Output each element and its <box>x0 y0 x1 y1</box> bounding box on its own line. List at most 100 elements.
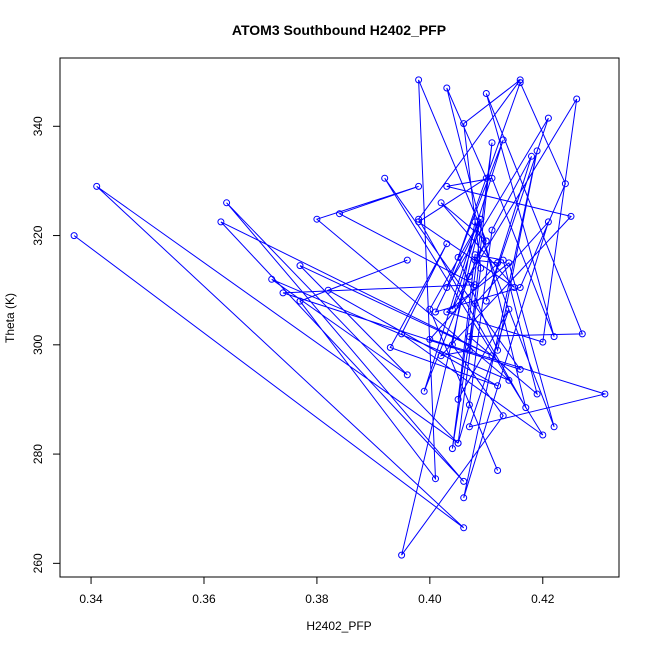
data-point <box>415 182 423 190</box>
x-tick-label: 0.36 <box>192 592 216 606</box>
data-point <box>296 262 304 270</box>
data-point <box>403 256 411 264</box>
data-point <box>465 346 473 354</box>
data-point <box>488 139 496 147</box>
data-point <box>471 300 479 308</box>
data-point <box>477 215 485 223</box>
data-point <box>488 352 496 360</box>
data-point <box>381 174 389 182</box>
y-axis: 260 280 300 320 340 <box>31 116 61 573</box>
data-point <box>578 330 586 338</box>
data-point <box>516 79 524 87</box>
data-point <box>415 76 423 84</box>
data-point <box>465 423 473 431</box>
data-point <box>533 390 541 398</box>
data-point <box>567 212 575 220</box>
data-point <box>544 114 552 122</box>
data-point <box>499 412 507 420</box>
data-point <box>465 333 473 341</box>
data-point <box>533 147 541 155</box>
data-point <box>437 352 445 360</box>
data-point <box>539 338 547 346</box>
data-point <box>296 297 304 305</box>
y-tick-label: 320 <box>31 225 45 245</box>
x-tick-label: 0.42 <box>531 592 555 606</box>
data-point <box>550 333 558 341</box>
data-point <box>544 218 552 226</box>
data-point <box>403 371 411 379</box>
data-point <box>522 404 530 412</box>
data-point <box>460 120 468 128</box>
data-point <box>279 289 287 297</box>
x-tick-label: 0.38 <box>305 592 329 606</box>
data-point <box>482 297 490 305</box>
data-point <box>398 330 406 338</box>
data-point <box>488 226 496 234</box>
data-point <box>471 256 479 264</box>
y-tick-label: 280 <box>31 444 45 464</box>
y-tick-label: 260 <box>31 553 45 573</box>
data-point <box>516 365 524 373</box>
data-point <box>494 259 502 267</box>
data-point <box>505 376 513 384</box>
data-point <box>505 305 513 313</box>
data-point <box>448 305 456 313</box>
x-axis-label: H2402_PFP <box>306 619 371 633</box>
data-point <box>268 275 276 283</box>
data-point <box>432 475 439 483</box>
data-point <box>448 341 456 349</box>
data-point <box>516 76 524 84</box>
data-point <box>505 259 513 267</box>
data-point <box>573 95 581 103</box>
data-point <box>454 395 462 403</box>
data-point <box>471 218 479 226</box>
data-point <box>336 210 343 218</box>
data-point <box>443 284 451 291</box>
x-tick-label: 0.40 <box>418 592 442 606</box>
chart-title: ATOM3 Southbound H2402_PFP <box>232 22 446 38</box>
x-tick-label: 0.34 <box>79 592 103 606</box>
data-point <box>443 308 451 316</box>
data-point <box>488 174 496 182</box>
data-point <box>460 494 468 502</box>
data-point <box>448 445 456 453</box>
data-point <box>223 199 231 207</box>
data-point <box>477 264 485 272</box>
data-point <box>324 286 332 294</box>
data-point <box>432 308 439 316</box>
data-point <box>454 253 462 261</box>
x-axis: 0.34 0.36 0.38 0.40 0.42 <box>79 576 555 606</box>
data-point <box>415 215 423 223</box>
data-point <box>386 344 394 351</box>
data-point <box>217 218 225 226</box>
data-point <box>313 215 321 223</box>
y-tick-label: 340 <box>31 116 45 136</box>
data-point <box>494 382 502 390</box>
series-line <box>73 79 607 556</box>
data-point <box>482 90 490 97</box>
data-point <box>561 180 569 188</box>
data-point <box>415 218 423 226</box>
plot-frame <box>59 57 620 578</box>
data-point <box>426 305 434 313</box>
data-point <box>460 524 468 532</box>
data-point <box>398 551 406 559</box>
data-point <box>482 237 490 245</box>
data-point <box>539 431 547 439</box>
data-point <box>465 401 473 409</box>
y-axis-label: Theta (K) <box>3 293 17 343</box>
y-tick-label: 300 <box>31 334 45 354</box>
data-point <box>499 136 507 144</box>
data-point <box>528 152 535 160</box>
data-point <box>454 439 462 447</box>
data-point <box>70 232 78 240</box>
data-point <box>437 199 445 207</box>
data-point <box>499 256 507 264</box>
data-point <box>471 251 479 259</box>
data-point <box>494 346 502 354</box>
data-point <box>443 182 451 190</box>
data-point <box>601 390 609 398</box>
data-point <box>516 284 524 291</box>
data-point <box>550 423 558 431</box>
